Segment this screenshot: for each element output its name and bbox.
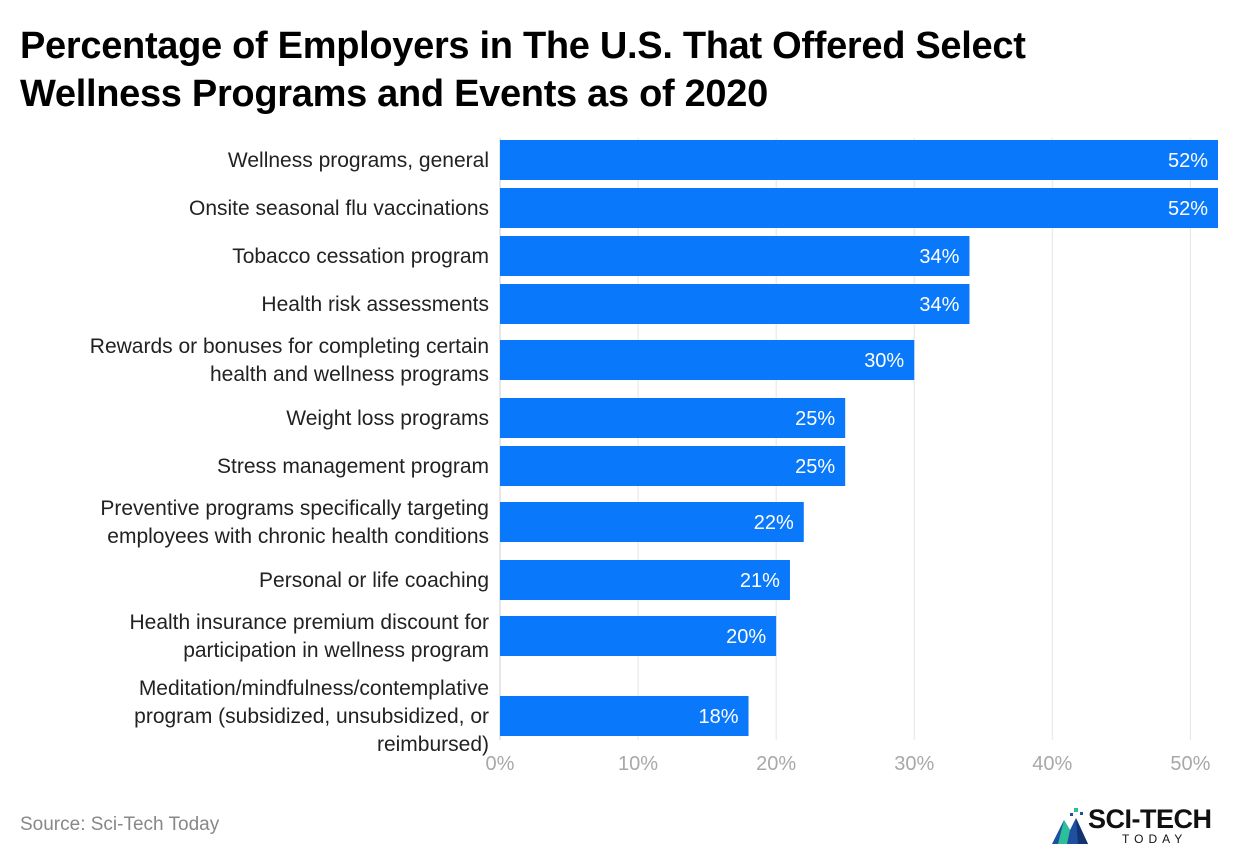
value-label-10: 20% <box>726 626 766 648</box>
value-label-7: 25% <box>795 456 835 478</box>
value-label-2: 52% <box>1168 198 1208 220</box>
bar-2 <box>500 188 1218 228</box>
value-label-9: 21% <box>740 570 780 592</box>
bar-5 <box>500 340 915 380</box>
bar-7 <box>500 446 846 486</box>
mountain-logo-icon <box>1052 808 1088 844</box>
bar-4 <box>500 284 970 324</box>
category-label-7: Stress management program <box>217 455 489 478</box>
bar-9 <box>500 560 790 600</box>
bars: 52% 52% 34% 34% 30% 25% 25% 22% 21% 20% 18% <box>500 140 1218 736</box>
category-label-8-line-1: Preventive programs specifically targeti… <box>100 497 489 520</box>
bar-3 <box>500 236 970 276</box>
chart-title-line-1: Percentage of Employers in The U.S. That… <box>20 25 1026 67</box>
x-tick-label-20: 20% <box>756 753 796 775</box>
category-label-4: Health risk assessments <box>261 293 489 316</box>
category-label-8-line-2: employees with chronic health conditions <box>107 525 489 548</box>
value-label-11: 18% <box>699 706 739 728</box>
sci-tech-logo: SCI-TECH TODAY <box>1050 800 1230 850</box>
value-label-1: 52% <box>1168 150 1208 172</box>
bar-11 <box>500 696 749 736</box>
category-label-2: Onsite seasonal flu vaccinations <box>189 197 489 220</box>
category-label-11-line-1: Meditation/mindfulness/contemplative <box>139 677 489 700</box>
x-tick-label-30: 30% <box>894 753 934 775</box>
logo-sub-text: TODAY <box>1122 832 1188 846</box>
category-label-10-line-1: Health insurance premium discount for <box>129 611 489 634</box>
bar-1 <box>500 140 1218 180</box>
value-label-5: 30% <box>864 350 904 372</box>
x-tick-label-40: 40% <box>1032 753 1072 775</box>
category-label-5-line-1: Rewards or bonuses for completing certai… <box>90 335 489 358</box>
x-tick-label-50: 50% <box>1170 753 1210 775</box>
value-label-6: 25% <box>795 408 835 430</box>
category-label-9: Personal or life coaching <box>259 569 489 592</box>
category-label-1: Wellness programs, general <box>228 149 489 172</box>
bar-8 <box>500 502 804 542</box>
value-label-3: 34% <box>919 246 959 268</box>
bar-10 <box>500 616 777 656</box>
category-label-6: Weight loss programs <box>286 407 489 430</box>
value-label-8: 22% <box>754 512 794 534</box>
source-note: Source: Sci-Tech Today <box>20 814 220 835</box>
x-axis-ticks: 0% 10% 20% 30% 40% 50% <box>486 753 1211 775</box>
category-labels: Wellness programs, general Onsite seasona… <box>90 149 489 756</box>
chart-title-line-2: Wellness Programs and Events as of 2020 <box>20 73 768 115</box>
category-label-3: Tobacco cessation program <box>232 245 489 268</box>
x-tick-label-0: 0% <box>486 753 515 775</box>
x-tick-label-10: 10% <box>618 753 658 775</box>
category-label-11-line-3: reimbursed) <box>377 733 489 756</box>
bar-6 <box>500 398 846 438</box>
chart-title: Percentage of Employers in The U.S. That… <box>20 22 1220 118</box>
category-label-10-line-2: participation in wellness program <box>183 639 489 662</box>
category-label-5-line-2: health and wellness programs <box>210 363 489 386</box>
category-label-11-line-2: program (subsidized, unsubsidized, or <box>134 705 489 728</box>
logo-main-text: SCI-TECH <box>1088 804 1212 834</box>
value-label-4: 34% <box>919 294 959 316</box>
